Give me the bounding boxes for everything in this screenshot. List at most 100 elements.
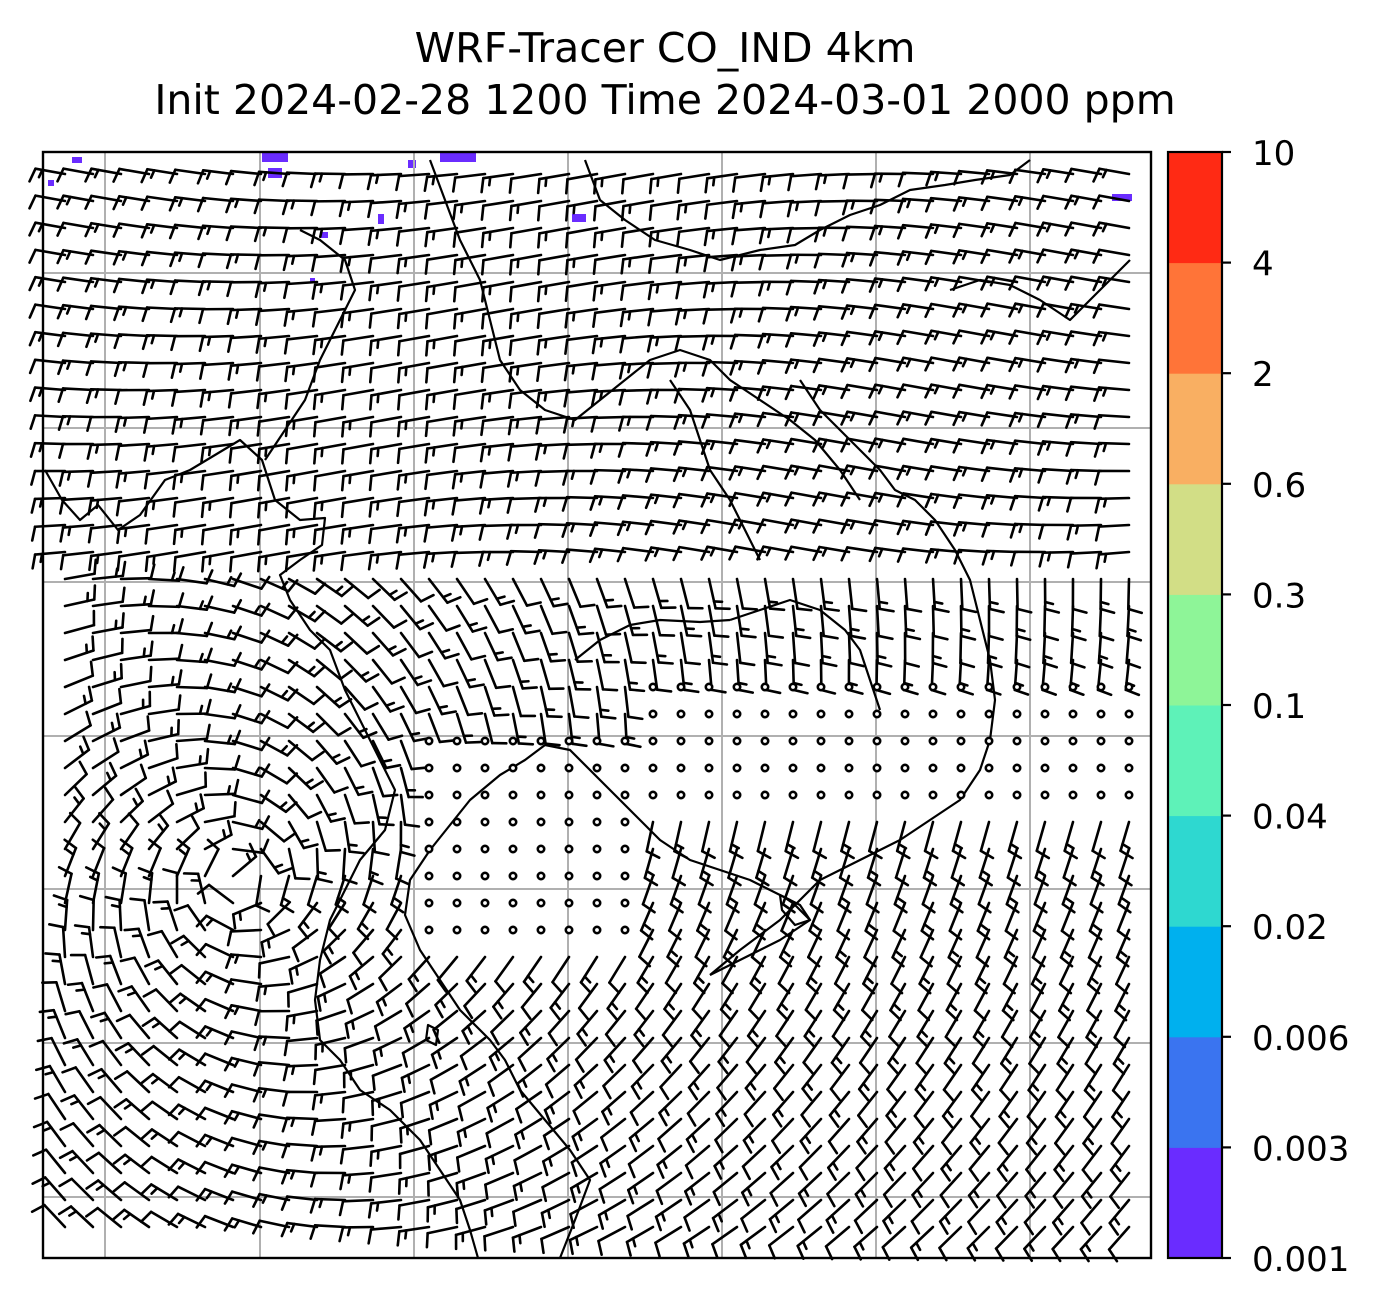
wind-barb <box>999 1063 1019 1102</box>
wind-barb <box>254 1009 291 1027</box>
wind-barb <box>707 631 729 666</box>
wind-barb <box>798 1144 823 1181</box>
tracer-patch <box>310 278 315 283</box>
wind-barb <box>284 388 319 410</box>
wind-barb <box>509 280 543 303</box>
wind-barb <box>924 410 963 426</box>
wind-barb <box>864 901 879 941</box>
wind-barb <box>1015 604 1032 642</box>
wind-barb <box>312 1063 347 1086</box>
wind-barb <box>167 1130 207 1148</box>
calm-marker <box>1012 736 1022 746</box>
calm-marker <box>676 790 686 800</box>
wind-barb <box>287 631 327 650</box>
calm-marker <box>508 736 518 746</box>
wind-barb <box>704 199 739 220</box>
calm-marker <box>592 844 602 854</box>
wind-barb <box>396 496 431 518</box>
wind-barb <box>1111 1063 1131 1103</box>
wind-barb <box>58 496 95 515</box>
wind-barb <box>399 604 435 631</box>
wind-barb <box>352 928 375 966</box>
wind-barb <box>228 469 263 492</box>
wind-barb <box>800 1090 823 1128</box>
wind-barb <box>63 609 96 635</box>
wind-barb <box>797 1198 823 1234</box>
wind-barb <box>562 469 599 486</box>
wind-barb <box>577 982 599 1021</box>
wind-barb <box>952 222 991 239</box>
wind-barb <box>915 1036 935 1075</box>
wind-barb <box>1110 1117 1131 1156</box>
wind-barb <box>480 199 515 221</box>
wind-barb <box>280 1221 319 1238</box>
wind-barb <box>339 280 375 301</box>
wind-barb <box>287 604 327 623</box>
colorbar-segment <box>1168 594 1222 706</box>
wind-barb <box>59 1122 95 1148</box>
wind-barb <box>313 442 347 465</box>
calm-marker <box>564 925 574 935</box>
wind-barb <box>714 1117 739 1154</box>
calm-marker <box>928 736 938 746</box>
wind-barb <box>162 868 179 905</box>
wind-barb <box>591 334 627 355</box>
wind-barb <box>1070 604 1087 642</box>
wind-barb <box>995 1198 1019 1236</box>
wind-barb <box>223 1030 263 1046</box>
wind-barb <box>226 280 263 298</box>
wind-barb <box>371 685 405 713</box>
wind-barb <box>287 766 324 791</box>
wind-barb <box>646 361 683 379</box>
calm-marker <box>1040 763 1050 773</box>
wind-barb <box>591 361 627 381</box>
wind-barb <box>712 1171 739 1207</box>
wind-barb <box>592 307 627 328</box>
wind-barb <box>84 221 123 238</box>
wind-barb <box>1118 847 1133 887</box>
wind-barb <box>1028 1036 1047 1076</box>
wind-barb <box>455 604 488 633</box>
wind-barb <box>139 1183 179 1202</box>
wind-barb <box>672 466 711 483</box>
calm-marker <box>1068 709 1078 719</box>
wind-barb <box>168 196 207 212</box>
wind-barb <box>86 442 123 460</box>
wind-barb <box>981 549 1019 566</box>
wind-barb <box>508 172 543 194</box>
calm-marker <box>424 790 434 800</box>
wind-barbs <box>28 167 1144 1263</box>
wind-barb <box>228 442 263 464</box>
wind-barb <box>567 631 593 664</box>
wind-barb <box>716 1063 739 1101</box>
wind-barb <box>452 415 487 437</box>
wind-barb <box>398 1144 431 1170</box>
wind-barb <box>490 1009 515 1046</box>
wind-barb <box>803 1009 823 1048</box>
wind-barb <box>707 577 731 611</box>
wind-barb <box>590 442 627 459</box>
wind-barb <box>456 1117 487 1148</box>
wind-barb <box>451 469 487 490</box>
wind-barb <box>428 1090 459 1121</box>
wind-barb <box>511 712 535 746</box>
wind-barb <box>368 361 403 384</box>
wind-barb <box>371 820 390 857</box>
wind-barb <box>88 1039 123 1067</box>
wind-barb <box>509 253 543 276</box>
wind-barb <box>226 928 263 947</box>
wind-barb <box>702 307 739 325</box>
wind-barb <box>338 199 375 218</box>
calm-marker <box>648 736 658 746</box>
wind-barb <box>452 388 487 411</box>
wind-barb <box>802 1036 823 1075</box>
calm-marker <box>648 709 658 719</box>
wind-barb <box>85 332 123 349</box>
wind-barb <box>924 465 963 481</box>
wind-barb <box>29 414 67 430</box>
wind-barb <box>282 1090 319 1107</box>
calm-marker <box>704 736 714 746</box>
wind-barb <box>626 1198 655 1231</box>
wind-barb <box>700 439 739 456</box>
wind-barb <box>172 469 207 491</box>
